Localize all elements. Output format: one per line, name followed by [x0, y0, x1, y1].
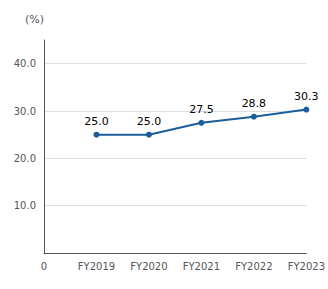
svg-text:(%): (%): [25, 13, 44, 26]
svg-text:FY2022: FY2022: [235, 261, 272, 272]
svg-text:28.8: 28.8: [242, 97, 267, 110]
svg-text:25.0: 25.0: [137, 115, 162, 128]
svg-text:FY2021: FY2021: [183, 261, 220, 272]
svg-text:30.3: 30.3: [294, 90, 319, 103]
svg-text:FY2019: FY2019: [78, 261, 115, 272]
svg-text:30.0: 30.0: [14, 106, 36, 117]
svg-text:FY2020: FY2020: [130, 261, 167, 272]
svg-text:FY2023: FY2023: [288, 261, 325, 272]
svg-text:25.0: 25.0: [84, 115, 109, 128]
svg-text:10.0: 10.0: [14, 200, 36, 211]
svg-text:20.0: 20.0: [14, 153, 36, 164]
svg-text:40.0: 40.0: [14, 58, 36, 69]
svg-text:0: 0: [41, 261, 47, 272]
svg-text:27.5: 27.5: [189, 103, 214, 116]
